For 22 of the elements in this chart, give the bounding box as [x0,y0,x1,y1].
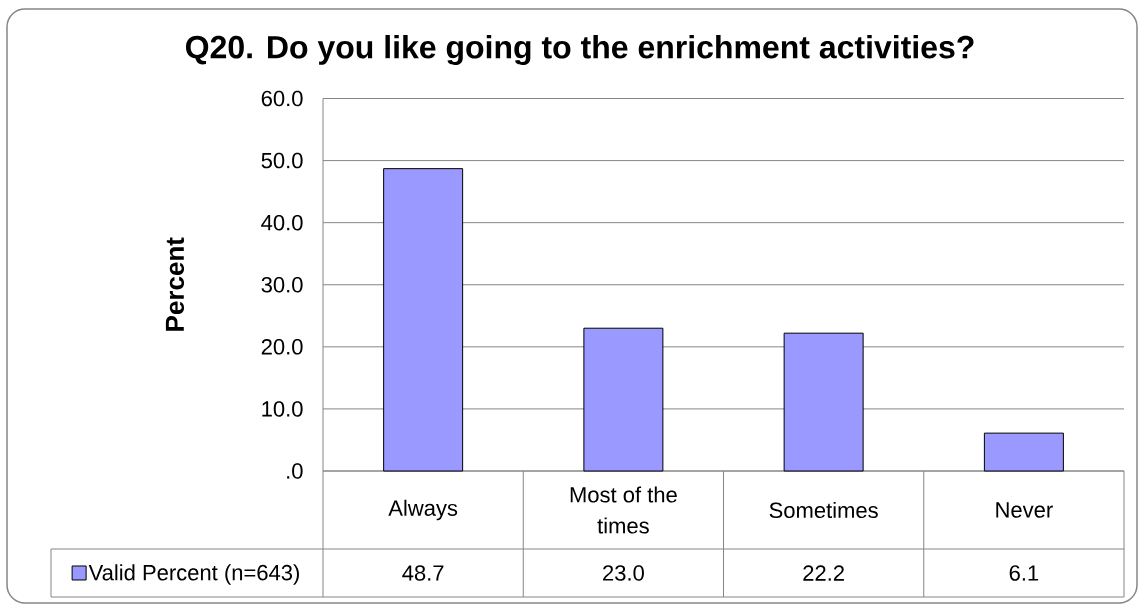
data-label: 22.2 [803,565,844,581]
y-axis-title: Percent [165,237,185,331]
y-tick-label: 60.0 [261,90,303,107]
x-tick-label: Always [388,499,458,521]
bar [383,168,464,472]
chart-title: Q20. Do you like going to the enrichment activities? [185,35,974,65]
legend-label: Valid Percent (n=643) [88,564,299,585]
data-label: 48.7 [402,565,444,581]
y-tick-label: 20.0 [261,339,303,355]
bar [983,432,1064,472]
y-tick-label: 10.0 [262,401,303,417]
x-tick-label: Most of the times [570,486,677,534]
bar [783,332,864,472]
y-tick-label: .0 [287,463,303,479]
x-tick-label: Sometimes [769,501,878,519]
y-tick-label: 40.0 [261,214,303,231]
data-label: 6.1 [1009,565,1039,581]
x-tick-label: Never [996,502,1053,518]
bar [583,327,664,472]
data-label: 23.0 [603,565,644,581]
y-tick-label: 30.0 [261,276,303,293]
y-tick-label: 50.0 [261,152,303,169]
